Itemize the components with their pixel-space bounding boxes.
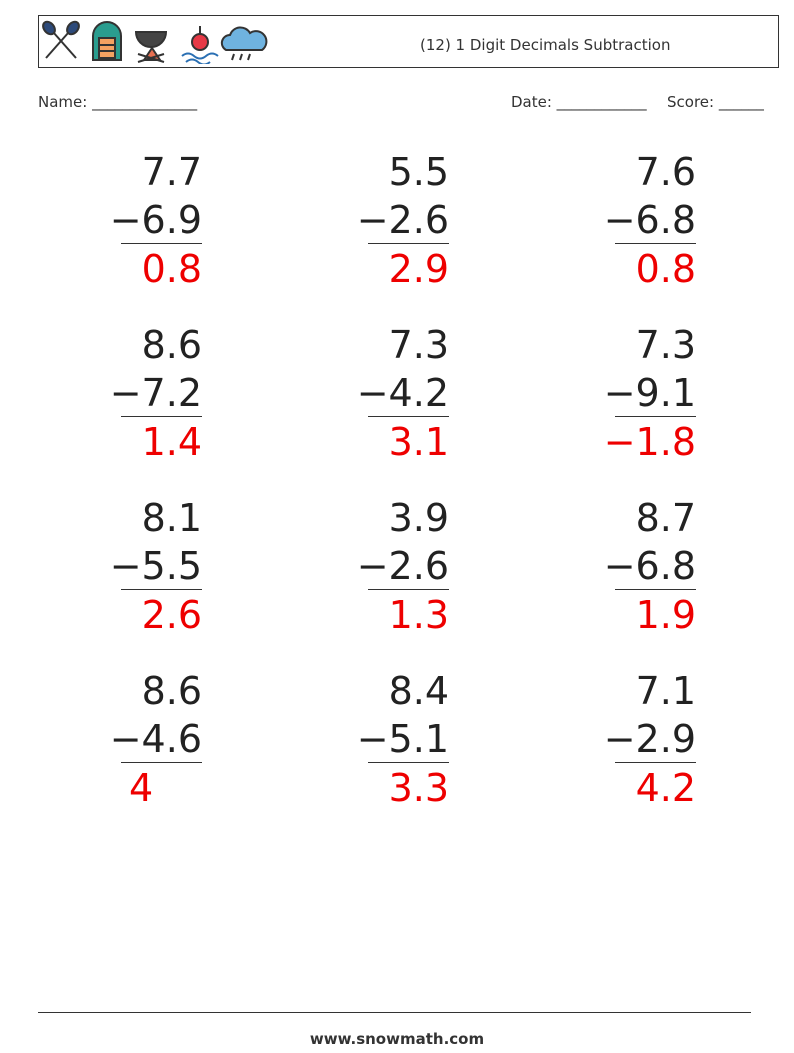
cloud-icon: [220, 26, 268, 61]
minuend: 7.1: [635, 669, 696, 713]
oars-icon: [42, 20, 80, 59]
minuend: 5.5: [388, 150, 449, 194]
minuend: 8.6: [141, 323, 202, 367]
answer: 3.3: [388, 766, 449, 810]
minuend: 8.1: [141, 496, 202, 540]
answer-rule: [368, 589, 449, 590]
answer: 4: [129, 766, 154, 810]
answer-rule: [121, 416, 202, 417]
name-field: Name: ______________: [38, 93, 198, 111]
answer: 1.9: [635, 593, 696, 637]
answer-rule: [615, 762, 696, 763]
subtrahend: −5.1: [356, 717, 449, 761]
answer: 1.4: [141, 420, 202, 464]
subtrahend: −2.6: [356, 198, 449, 242]
answer: 2.9: [388, 247, 449, 291]
minuend: 3.9: [388, 496, 449, 540]
minuend: 8.7: [635, 496, 696, 540]
bobber-icon: [181, 26, 219, 64]
answer-rule: [615, 416, 696, 417]
minuend: 7.7: [141, 150, 202, 194]
minuend: 7.6: [635, 150, 696, 194]
minuend: 8.6: [141, 669, 202, 713]
answer: 0.8: [141, 247, 202, 291]
answer-rule: [615, 589, 696, 590]
answer: 0.8: [635, 247, 696, 291]
worksheet-title: (12) 1 Digit Decimals Subtraction: [420, 36, 671, 54]
answer-rule: [368, 243, 449, 244]
subtrahend: −6.8: [603, 198, 696, 242]
header-icons: [42, 20, 268, 64]
answer-rule: [368, 416, 449, 417]
answer-rule: [121, 589, 202, 590]
subtrahend: −4.6: [109, 717, 202, 761]
answer-rule: [615, 243, 696, 244]
minuend: 8.4: [388, 669, 449, 713]
subtrahend: −2.6: [356, 544, 449, 588]
date-field: Date: ____________: [511, 93, 647, 111]
answer: 1.3: [388, 593, 449, 637]
answer: −1.8: [603, 420, 696, 464]
raft-icon: [92, 21, 122, 61]
answer: 4.2: [635, 766, 696, 810]
subtrahend: −7.2: [109, 371, 202, 415]
minuend: 7.3: [388, 323, 449, 367]
campfire-icon: [134, 31, 168, 63]
answer-rule: [368, 762, 449, 763]
subtrahend: −5.5: [109, 544, 202, 588]
answer: 3.1: [388, 420, 449, 464]
subtrahend: −6.9: [109, 198, 202, 242]
footer-url: www.snowmath.com: [309, 1030, 485, 1048]
subtrahend: −4.2: [356, 371, 449, 415]
subtrahend: −9.1: [603, 371, 696, 415]
answer-rule: [121, 762, 202, 763]
subtrahend: −2.9: [603, 717, 696, 761]
minuend: 7.3: [635, 323, 696, 367]
footer-rule: [38, 1012, 751, 1013]
answer: 2.6: [141, 593, 202, 637]
header-box: [38, 15, 779, 68]
subtrahend: −6.8: [603, 544, 696, 588]
answer-rule: [121, 243, 202, 244]
score-field: Score: ______: [667, 93, 764, 111]
